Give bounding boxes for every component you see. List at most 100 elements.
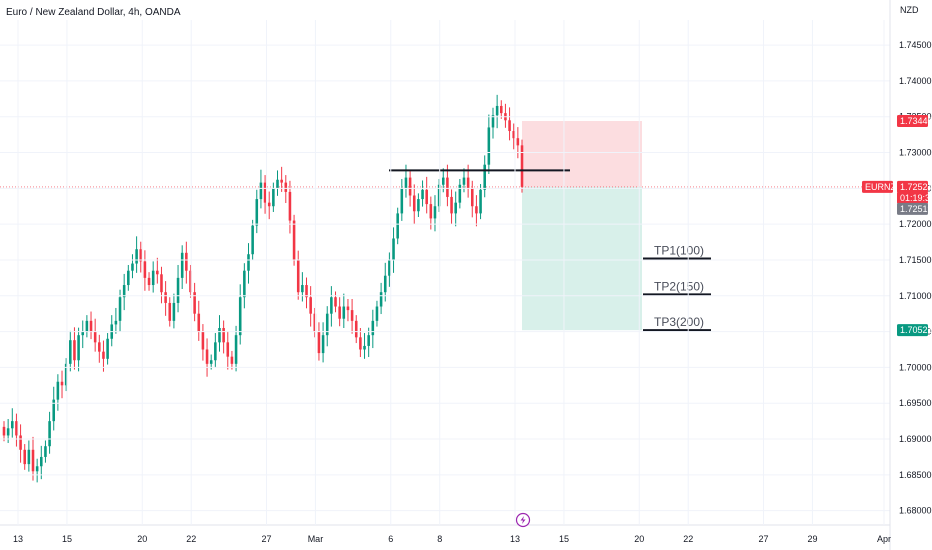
candle-body bbox=[375, 306, 379, 321]
candle-body bbox=[243, 270, 246, 298]
candle-body bbox=[35, 466, 39, 472]
candle-body bbox=[400, 188, 404, 214]
tp-label: TP3(200) bbox=[654, 315, 704, 329]
candle-body bbox=[392, 238, 395, 260]
candle-body bbox=[412, 195, 416, 212]
stop-loss-zone bbox=[522, 121, 642, 187]
candle-body bbox=[60, 381, 64, 386]
bid-price-badge-bg bbox=[897, 202, 928, 215]
x-tick-label: 6 bbox=[388, 534, 393, 544]
candle-body bbox=[367, 335, 370, 346]
candle-body bbox=[160, 274, 163, 293]
candle-body bbox=[491, 115, 495, 128]
candle-body bbox=[334, 297, 337, 307]
y-tick-label: 1.71500 bbox=[899, 255, 932, 265]
candle-body bbox=[143, 261, 147, 278]
chart-title: Euro / New Zealand Dollar, 4h, OANDA bbox=[6, 7, 181, 18]
candle-body bbox=[209, 360, 213, 364]
candle-body bbox=[338, 306, 341, 319]
candle-body bbox=[330, 297, 333, 314]
candle-body bbox=[81, 331, 85, 336]
candle-body bbox=[98, 342, 101, 352]
candle-body bbox=[466, 177, 470, 189]
last-price-badge: 1.72524 bbox=[900, 182, 932, 192]
candle-body bbox=[56, 381, 60, 400]
candle-body bbox=[446, 177, 449, 197]
candle-body bbox=[388, 259, 391, 276]
candle-body bbox=[189, 270, 192, 293]
candle-body bbox=[147, 277, 151, 286]
candle-body bbox=[404, 177, 408, 189]
candle-body bbox=[6, 428, 10, 436]
candle-body bbox=[135, 249, 138, 264]
candle-body bbox=[371, 320, 375, 336]
lightning-icon[interactable] bbox=[515, 512, 531, 528]
y-tick-label: 1.68000 bbox=[899, 506, 932, 516]
candle-body bbox=[93, 331, 97, 343]
x-tick-label: 8 bbox=[437, 534, 442, 544]
candle-body bbox=[102, 351, 105, 359]
x-tick-label: 20 bbox=[137, 534, 147, 544]
candle-body bbox=[263, 182, 267, 203]
time-axis[interactable]: 13 15 20 22 27 Mar 6 8 13 15 20 22 27 29 Apr bbox=[13, 20, 891, 544]
candle-body bbox=[425, 189, 428, 205]
candle-body bbox=[325, 313, 329, 336]
currency-unit: NZD bbox=[900, 5, 919, 15]
y-tick-label: 1.68500 bbox=[899, 470, 932, 480]
y-tick-label: 1.71000 bbox=[899, 291, 932, 301]
candle-body bbox=[226, 342, 230, 357]
candle-body bbox=[185, 252, 188, 271]
candle-body bbox=[122, 285, 126, 298]
candle-body bbox=[23, 449, 27, 465]
candle-body bbox=[383, 275, 387, 293]
x-tick-label: 22 bbox=[186, 534, 196, 544]
candle-body bbox=[450, 196, 453, 214]
candle-body bbox=[508, 120, 511, 132]
y-tick-label: 1.69500 bbox=[899, 398, 932, 408]
candle-body bbox=[499, 105, 503, 114]
candle-body bbox=[106, 338, 109, 359]
candle-body bbox=[458, 184, 462, 203]
candle-body bbox=[238, 297, 242, 336]
tp-label: TP1(100) bbox=[654, 244, 704, 258]
x-tick-label: Apr bbox=[877, 534, 891, 544]
x-tick-label: 20 bbox=[634, 534, 644, 544]
candle-body bbox=[247, 254, 250, 271]
candle-body bbox=[421, 189, 424, 200]
candle-body bbox=[512, 131, 515, 139]
x-tick-label: Mar bbox=[308, 534, 324, 544]
candle-body bbox=[317, 331, 321, 354]
candle-body bbox=[73, 340, 76, 361]
candle-body bbox=[131, 263, 134, 271]
candle-body bbox=[292, 220, 296, 260]
candle-body bbox=[483, 164, 486, 190]
candles bbox=[2, 94, 524, 483]
candle-body bbox=[359, 337, 362, 350]
candle-body bbox=[31, 449, 35, 472]
bid-price-badge: 1.72519 bbox=[900, 204, 932, 214]
candle-body bbox=[89, 320, 93, 332]
candle-body bbox=[441, 177, 445, 185]
candle-body bbox=[77, 335, 80, 361]
y-tick-label: 1.69000 bbox=[899, 434, 932, 444]
candle-body bbox=[27, 449, 31, 465]
x-tick-label: 13 bbox=[13, 534, 23, 544]
candle-body bbox=[284, 182, 288, 192]
stop-price-badge-bg bbox=[897, 115, 928, 127]
candle-body bbox=[259, 182, 263, 200]
countdown-badge: 01:19:39 bbox=[900, 193, 932, 203]
stop-price-badge: 1.73440 bbox=[900, 116, 932, 126]
tp-label: TP2(150) bbox=[654, 279, 704, 293]
candle-body bbox=[520, 145, 524, 187]
candle-body bbox=[417, 199, 420, 212]
y-tick-label: 1.74000 bbox=[899, 76, 932, 86]
candle-body bbox=[272, 188, 275, 207]
candle-body bbox=[313, 313, 317, 332]
candle-body bbox=[346, 306, 350, 311]
x-tick-label: 15 bbox=[559, 534, 569, 544]
candle-body bbox=[342, 306, 346, 319]
candle-body bbox=[193, 292, 196, 314]
